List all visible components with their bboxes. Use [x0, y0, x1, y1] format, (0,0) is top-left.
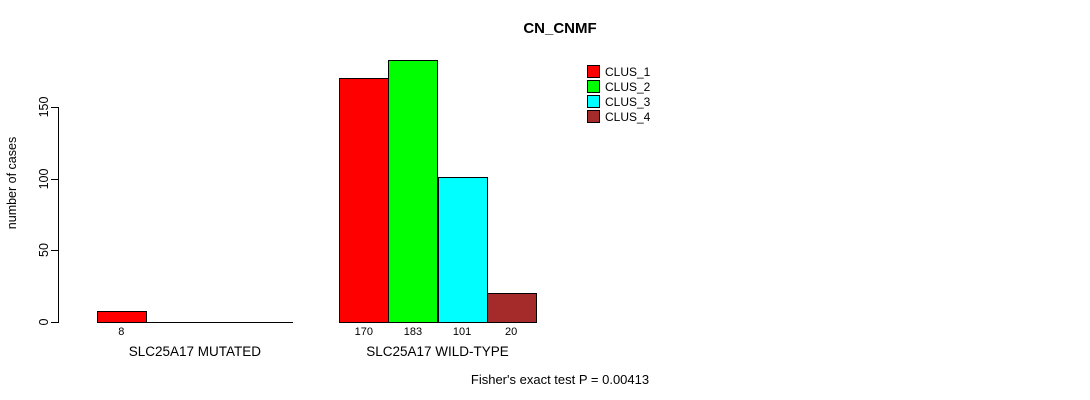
legend-label: CLUS_1	[605, 64, 651, 79]
legend-swatch-clus_4	[587, 110, 600, 123]
fisher-test-annotation: Fisher's exact test P = 0.00413	[470, 372, 650, 387]
y-tick-mark	[51, 322, 58, 323]
legend: CLUS_1 CLUS_2 CLUS_3 CLUS_4	[587, 64, 650, 124]
legend-item-clus_1: CLUS_1	[587, 64, 650, 79]
x-category-label: SLC25A17 MUTATED	[128, 344, 262, 359]
y-axis-label: number of cases	[5, 136, 19, 230]
legend-swatch-clus_2	[587, 80, 600, 93]
y-axis-line	[58, 107, 59, 323]
group-baseline	[96, 322, 294, 323]
bar-clus_1-mutated	[96, 310, 147, 323]
legend-swatch-clus_3	[587, 95, 600, 108]
legend-item-clus_4: CLUS_4	[587, 109, 650, 124]
chart-title: CN_CNMF	[523, 20, 597, 37]
y-tick-mark	[51, 107, 58, 108]
legend-item-clus_3: CLUS_3	[587, 94, 650, 109]
y-tick-label: 50	[37, 243, 51, 258]
y-tick-mark	[51, 250, 58, 252]
y-tick-label: 0	[37, 318, 51, 326]
x-category-label: SLC25A17 WILD-TYPE	[366, 344, 509, 359]
bar-value-label: 170	[354, 326, 374, 338]
bar-value-label: 101	[452, 326, 472, 338]
y-tick-mark	[51, 178, 58, 180]
legend-swatch-clus_1	[587, 65, 600, 78]
bar-value-label: 20	[505, 326, 518, 338]
y-tick-label: 100	[37, 168, 51, 190]
legend-label: CLUS_2	[605, 79, 651, 94]
bar-value-label: 183	[403, 326, 423, 338]
bar-clus_2-wild-type	[388, 59, 439, 323]
legend-item-clus_2: CLUS_2	[587, 79, 650, 94]
bar-clus_1-wild-type	[339, 78, 390, 323]
bar-clus_3-wild-type	[437, 177, 488, 323]
bar-value-label: 8	[118, 326, 125, 338]
legend-label: CLUS_4	[605, 109, 651, 124]
bar-clus_4-wild-type	[486, 293, 537, 323]
legend-label: CLUS_3	[605, 94, 651, 109]
y-tick-label: 150	[37, 96, 51, 118]
